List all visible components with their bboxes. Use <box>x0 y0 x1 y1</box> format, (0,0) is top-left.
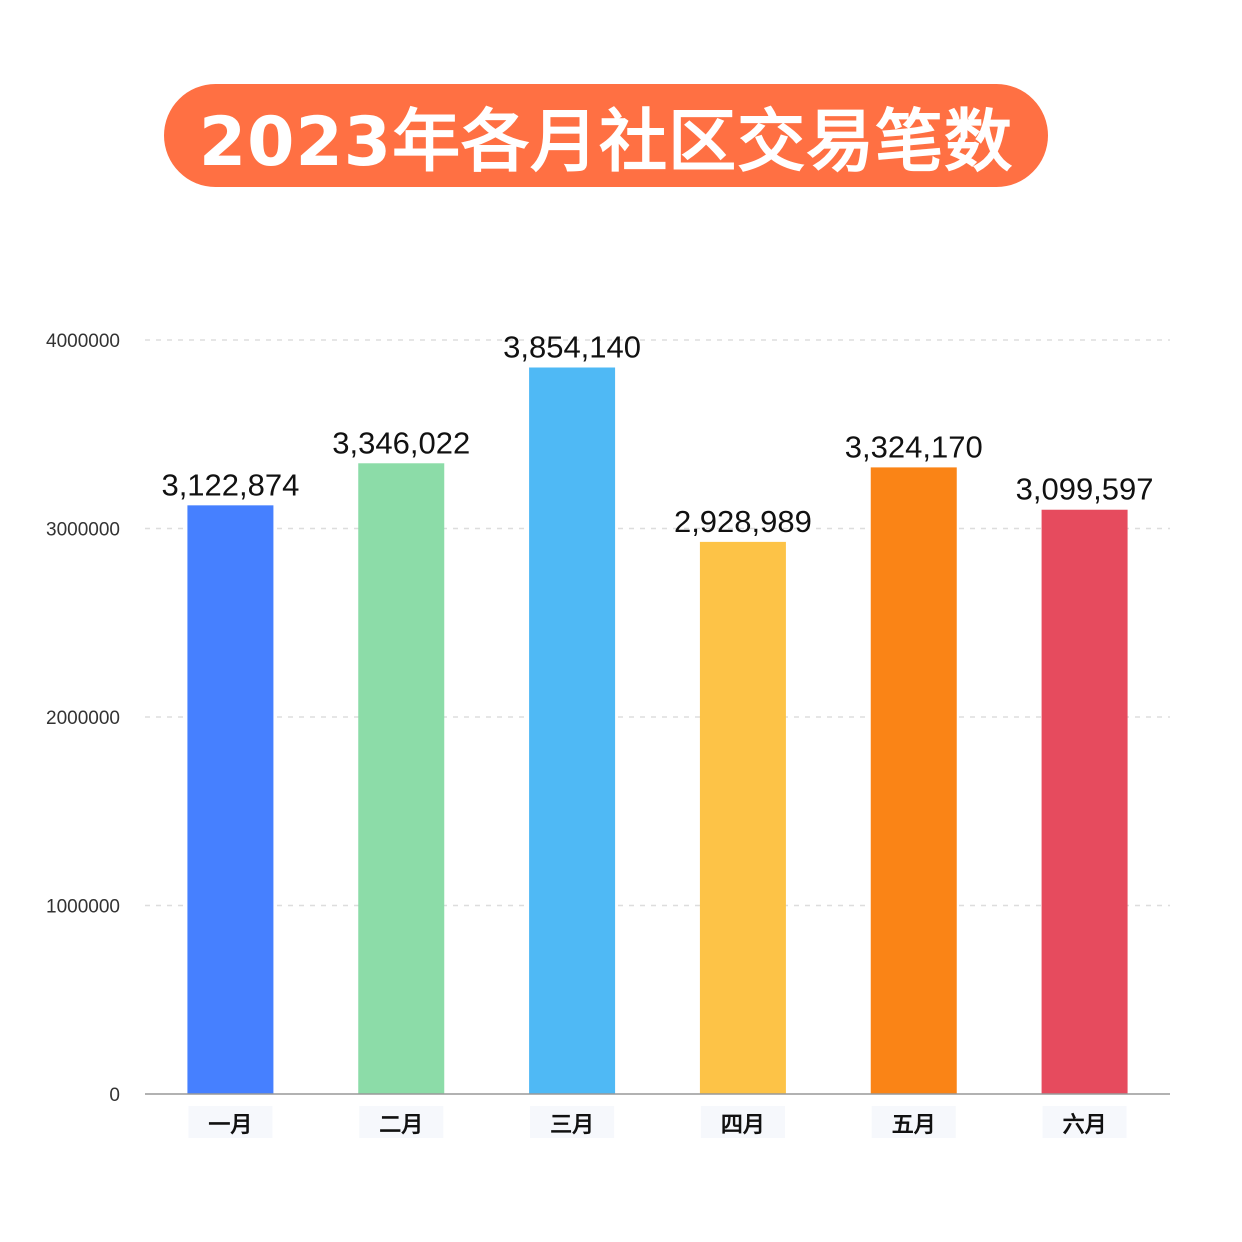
y-tick-label: 0 <box>109 1085 120 1106</box>
grid-lines <box>145 339 1170 907</box>
category-label-bg <box>530 1106 615 1138</box>
y-tick-label: 1000000 <box>46 897 120 918</box>
bar <box>358 463 445 1094</box>
bar <box>529 367 616 1094</box>
value-label: 3,099,597 <box>1016 472 1154 507</box>
category-label-bg <box>871 1106 956 1138</box>
value-label: 3,854,140 <box>503 329 641 364</box>
x-axis-categories: 一月 二月 三月 四月 五月 六月 <box>188 1106 1127 1138</box>
category-label-bg <box>188 1106 273 1138</box>
category-label: 三月 <box>550 1113 594 1138</box>
category-label-bg <box>1042 1106 1127 1138</box>
chart-title: 2023年各月社区交易笔数 <box>198 103 1014 182</box>
value-label: 2,928,989 <box>674 504 812 539</box>
y-tick-label: 3000000 <box>46 520 120 541</box>
value-label: 3,122,874 <box>161 467 299 502</box>
category-label: 六月 <box>1063 1113 1107 1138</box>
bar <box>699 541 786 1094</box>
value-labels: 3,122,874 3,346,022 3,854,140 2,928,989 3,32… <box>161 329 1153 538</box>
value-label: 3,346,022 <box>332 425 470 460</box>
bar <box>870 467 957 1095</box>
category-label: 一月 <box>208 1113 252 1138</box>
category-label-bg <box>359 1106 444 1138</box>
y-tick-label: 2000000 <box>46 708 120 729</box>
chart-title-banner: 2023年各月社区交易笔数 <box>164 84 1048 187</box>
category-label-bg <box>700 1106 785 1138</box>
bar <box>187 505 274 1094</box>
y-tick-label: 4000000 <box>46 331 120 352</box>
value-label: 3,324,170 <box>845 429 983 464</box>
category-label: 四月 <box>721 1113 765 1138</box>
bar <box>1041 509 1128 1094</box>
category-label: 五月 <box>892 1113 936 1138</box>
y-axis-ticks: 0 1000000 2000000 3000000 4000000 <box>46 331 120 1106</box>
category-label: 二月 <box>379 1113 423 1138</box>
bars <box>187 367 1128 1095</box>
